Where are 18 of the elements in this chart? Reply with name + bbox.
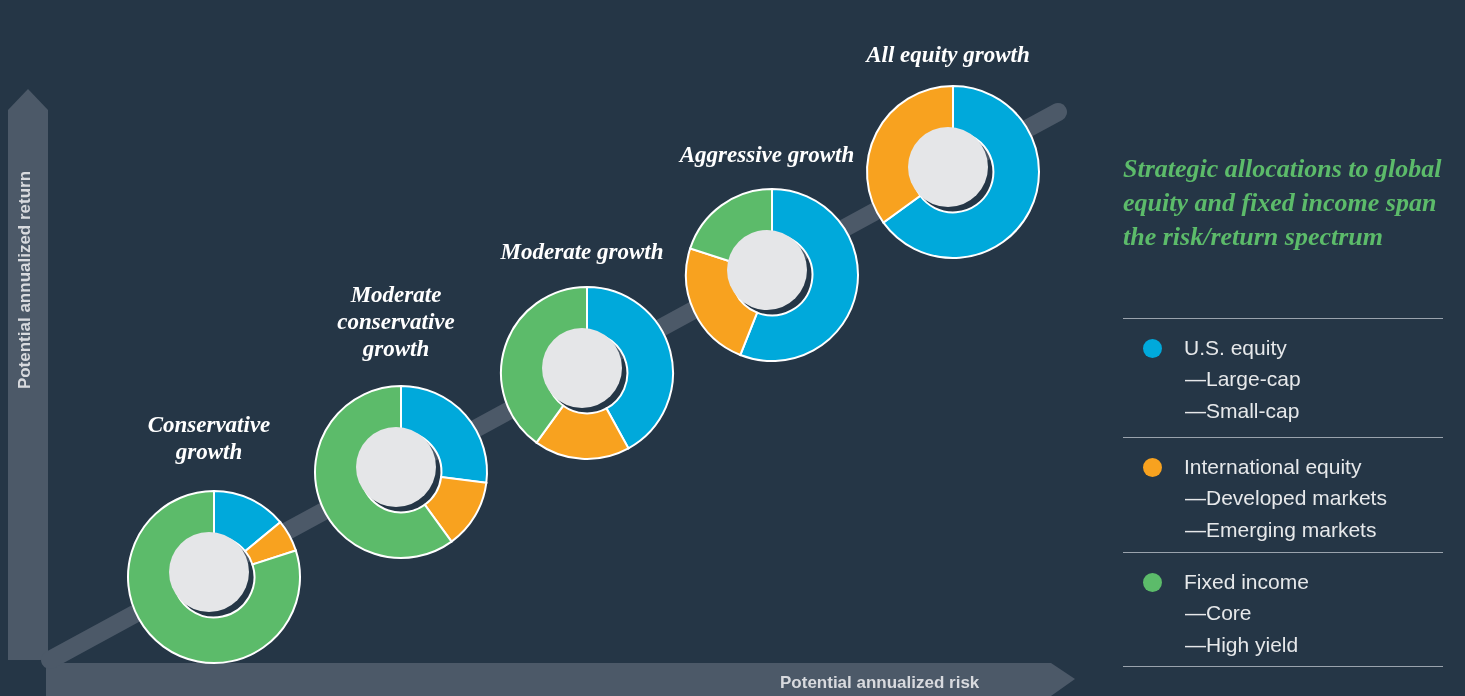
chart-title: All equity growth [864,41,1031,68]
text: —Developed markets [1185,485,1388,511]
text: Potential annualized return [15,170,35,390]
category-label: International equity [1184,455,1362,478]
text: —Small-cap [1185,398,1301,424]
donut-slice [127,490,301,664]
chart-title: Moderate conservative growth [336,281,456,362]
text: —Emerging markets [1185,517,1378,543]
text: —High yield [1185,632,1300,658]
text: Strategic allocations to global equity and fixed income span the risk/return spectrum [1123,153,1443,253]
chart-title: Conservative growth [146,411,272,465]
category-label: Fixed income [1184,570,1309,593]
text: Potential annualized risk [780,673,980,693]
text: —Core [1185,600,1253,626]
text: —Large-cap [1185,366,1302,392]
category-label: U.S. equity [1184,336,1287,359]
chart-title: Aggressive growth [677,141,856,168]
chart-title: Moderate growth [499,238,665,265]
